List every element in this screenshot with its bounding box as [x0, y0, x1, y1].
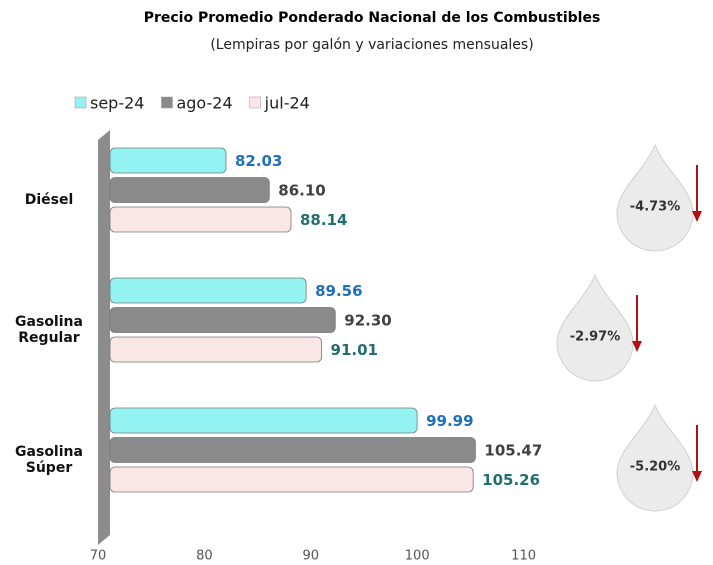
data-label: 82.03	[235, 152, 282, 170]
arrow-head	[632, 341, 642, 352]
variation-drop	[616, 143, 694, 252]
x-tick-label: 100	[405, 549, 430, 564]
y-tick-label: Diésel	[24, 192, 74, 208]
bar	[109, 407, 418, 434]
legend-swatch	[161, 96, 173, 109]
data-label: 89.56	[315, 282, 362, 300]
y-tick-label: Gasolina Regular	[15, 314, 83, 346]
bar	[109, 307, 336, 333]
chart-title: Precio Promedio Ponderado Nacional de lo…	[144, 10, 601, 26]
bar	[109, 466, 474, 493]
bar	[109, 177, 270, 203]
data-label: 92.30	[344, 312, 391, 330]
data-label: 88.14	[300, 211, 347, 229]
x-tick-label: 80	[196, 549, 213, 564]
legend-label: sep-24	[90, 94, 144, 113]
data-label: 105.26	[482, 471, 540, 489]
bar	[109, 277, 307, 304]
bar	[109, 147, 227, 174]
legend-swatch	[249, 96, 261, 109]
variation-label: -5.20%	[630, 460, 681, 475]
legend-label: ago-24	[176, 94, 232, 113]
bar	[109, 437, 476, 463]
bar	[109, 336, 322, 363]
arrow-head	[692, 471, 702, 482]
data-label: 99.99	[426, 412, 473, 430]
chart-subtitle: (Lempiras por galón y variaciones mensua…	[210, 37, 533, 53]
variation-drop	[556, 273, 634, 382]
x-tick-label: 90	[303, 549, 320, 564]
axis-wall	[98, 130, 110, 545]
x-tick-label: 70	[90, 549, 107, 564]
variation-label: -2.97%	[570, 330, 621, 345]
bar	[109, 206, 292, 233]
arrow-head	[692, 211, 702, 222]
legend-swatch	[74, 96, 87, 109]
variation-label: -4.73%	[630, 200, 681, 215]
y-tick-label: Gasolina Súper	[15, 444, 83, 476]
variation-drop	[616, 403, 694, 512]
data-label: 86.10	[278, 182, 325, 200]
x-tick-label: 110	[511, 549, 536, 564]
legend-label: jul-24	[264, 94, 310, 113]
data-label: 91.01	[331, 341, 378, 359]
data-label: 105.47	[484, 442, 542, 460]
